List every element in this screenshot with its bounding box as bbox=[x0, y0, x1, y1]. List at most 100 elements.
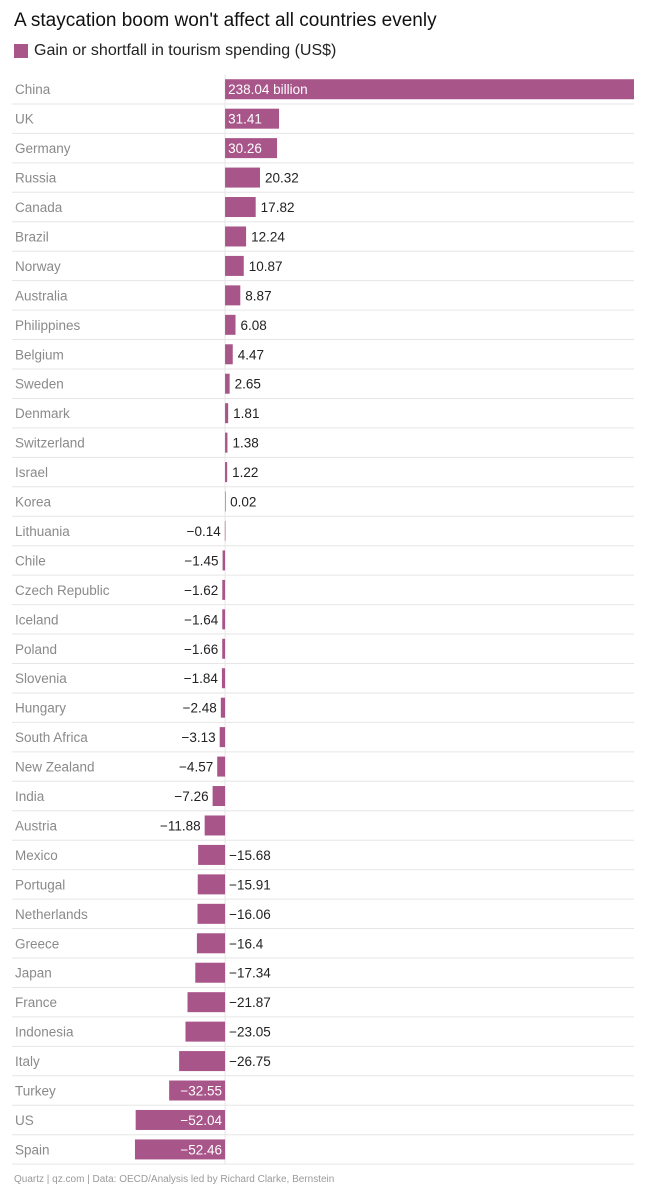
category-label: Japan bbox=[15, 966, 52, 981]
bar bbox=[169, 1080, 226, 1101]
value-label: 8.87 bbox=[245, 288, 271, 303]
bar bbox=[187, 992, 226, 1013]
category-label: Italy bbox=[15, 1054, 40, 1069]
bar bbox=[135, 1109, 226, 1130]
bar bbox=[204, 815, 226, 836]
value-label: −4.57 bbox=[179, 760, 213, 775]
category-label: China bbox=[15, 82, 51, 97]
category-label: Greece bbox=[15, 936, 59, 951]
value-label: −7.26 bbox=[174, 789, 208, 804]
category-label: Iceland bbox=[15, 612, 59, 627]
value-label: −0.14 bbox=[187, 524, 222, 539]
category-label: US bbox=[15, 1113, 34, 1128]
category-label: Brazil bbox=[15, 229, 49, 244]
bar bbox=[225, 462, 228, 483]
value-label: −17.34 bbox=[229, 966, 271, 981]
bar bbox=[225, 285, 241, 306]
category-label: Canada bbox=[15, 200, 63, 215]
value-label: −15.91 bbox=[229, 877, 271, 892]
bar bbox=[196, 933, 226, 954]
bar bbox=[225, 108, 280, 129]
value-label: 238.04 billion bbox=[228, 82, 308, 97]
category-label: Belgium bbox=[15, 347, 64, 362]
legend-swatch bbox=[14, 44, 28, 58]
bar bbox=[195, 962, 226, 983]
category-label: Indonesia bbox=[15, 1025, 74, 1040]
footer-credit: Quartz | qz.com | Data: OECD/Analysis le… bbox=[14, 1174, 335, 1185]
bar bbox=[217, 756, 226, 777]
category-label: Norway bbox=[15, 259, 61, 274]
bar bbox=[222, 638, 226, 659]
category-label: Slovenia bbox=[15, 671, 67, 686]
category-label: France bbox=[15, 995, 57, 1010]
bar bbox=[225, 138, 278, 159]
category-label: Lithuania bbox=[15, 524, 70, 539]
value-label: −21.87 bbox=[229, 995, 271, 1010]
value-label: 6.08 bbox=[241, 318, 267, 333]
value-label: −52.04 bbox=[180, 1113, 222, 1128]
bar bbox=[225, 432, 228, 453]
value-label: 2.65 bbox=[235, 377, 261, 392]
category-label: Czech Republic bbox=[15, 583, 110, 598]
category-label: Spain bbox=[15, 1142, 50, 1157]
category-label: Korea bbox=[15, 495, 52, 510]
bar bbox=[222, 609, 226, 630]
value-label: 4.47 bbox=[238, 347, 264, 362]
bar bbox=[225, 403, 229, 424]
bar bbox=[212, 786, 226, 807]
category-label: Portugal bbox=[15, 877, 65, 892]
category-label: Poland bbox=[15, 642, 57, 657]
category-label: Sweden bbox=[15, 377, 64, 392]
value-label: 10.87 bbox=[249, 259, 283, 274]
bar bbox=[197, 903, 226, 924]
bar bbox=[222, 550, 226, 571]
value-label: −26.75 bbox=[229, 1054, 271, 1069]
bar bbox=[225, 79, 634, 100]
category-label: South Africa bbox=[15, 730, 88, 745]
category-label: Austria bbox=[15, 818, 58, 833]
value-label: −15.68 bbox=[229, 848, 271, 863]
category-label: Germany bbox=[15, 141, 71, 156]
legend: Gain or shortfall in tourism spending (U… bbox=[14, 42, 336, 60]
bar bbox=[179, 1051, 226, 1072]
category-label: Australia bbox=[15, 288, 68, 303]
value-label: −16.06 bbox=[229, 907, 271, 922]
value-label: 0.02 bbox=[230, 495, 256, 510]
bar bbox=[225, 197, 256, 218]
bar bbox=[221, 668, 226, 689]
category-label: Switzerland bbox=[15, 436, 85, 451]
value-label: 1.38 bbox=[232, 436, 258, 451]
value-label: 12.24 bbox=[251, 229, 285, 244]
value-label: −2.48 bbox=[183, 701, 217, 716]
category-label: New Zealand bbox=[15, 760, 95, 775]
bar bbox=[225, 167, 260, 188]
category-label: Hungary bbox=[15, 701, 66, 716]
bar bbox=[224, 520, 226, 541]
value-label: −1.62 bbox=[184, 583, 218, 598]
bar bbox=[219, 727, 226, 748]
value-label: −16.4 bbox=[229, 936, 264, 951]
value-label: −23.05 bbox=[229, 1025, 271, 1040]
category-label: Denmark bbox=[15, 406, 70, 421]
bar bbox=[225, 491, 226, 512]
value-label: −1.66 bbox=[184, 642, 218, 657]
bar bbox=[225, 255, 244, 276]
bar bbox=[225, 373, 230, 394]
value-label: −3.13 bbox=[182, 730, 216, 745]
value-label: −52.46 bbox=[180, 1142, 222, 1157]
value-label: 31.41 bbox=[228, 112, 262, 127]
value-label: −1.45 bbox=[184, 553, 218, 568]
value-label: 1.22 bbox=[232, 465, 258, 480]
category-label: Turkey bbox=[15, 1084, 56, 1099]
category-label: Russia bbox=[15, 171, 57, 186]
category-label: Philippines bbox=[15, 318, 81, 333]
category-label: India bbox=[15, 789, 45, 804]
value-label: 1.81 bbox=[233, 406, 259, 421]
bar bbox=[185, 1021, 226, 1042]
bar bbox=[225, 314, 236, 335]
chart-title: A staycation boom won't affect all count… bbox=[14, 10, 437, 31]
legend-label: Gain or shortfall in tourism spending (U… bbox=[34, 42, 337, 59]
category-label: Chile bbox=[15, 553, 46, 568]
bar bbox=[198, 844, 226, 865]
